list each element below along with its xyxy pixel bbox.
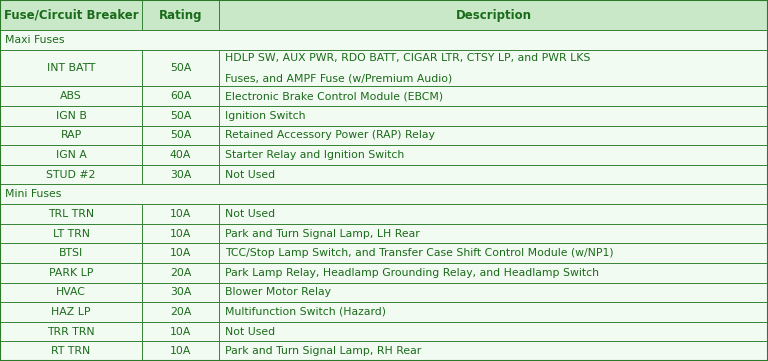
Bar: [142, 243, 219, 263]
Text: 10A: 10A: [170, 346, 191, 356]
Bar: [0, 283, 142, 302]
Text: Starter Relay and Ignition Switch: Starter Relay and Ignition Switch: [225, 150, 404, 160]
Text: RAP: RAP: [61, 130, 81, 140]
Bar: [0, 145, 142, 165]
Bar: [142, 283, 219, 302]
Bar: [0, 302, 142, 322]
Text: 30A: 30A: [170, 170, 191, 180]
Bar: [219, 106, 768, 126]
Text: STUD #2: STUD #2: [46, 170, 96, 180]
Bar: [142, 263, 219, 283]
Text: 10A: 10A: [170, 229, 191, 239]
Text: BTSI: BTSI: [59, 248, 83, 258]
Text: IGN A: IGN A: [55, 150, 87, 160]
Text: 10A: 10A: [170, 327, 191, 336]
Text: Electronic Brake Control Module (EBCM): Electronic Brake Control Module (EBCM): [225, 91, 443, 101]
Bar: [0, 322, 142, 342]
Bar: [142, 106, 219, 126]
Bar: [0, 165, 142, 184]
Bar: [219, 243, 768, 263]
Text: Description: Description: [455, 9, 531, 22]
Bar: [142, 322, 219, 342]
Text: 50A: 50A: [170, 111, 191, 121]
Text: Maxi Fuses: Maxi Fuses: [5, 35, 65, 45]
Bar: [142, 145, 219, 165]
Text: Park and Turn Signal Lamp, RH Rear: Park and Turn Signal Lamp, RH Rear: [225, 346, 422, 356]
Bar: [0, 0, 142, 30]
Text: Multifunction Switch (Hazard): Multifunction Switch (Hazard): [225, 307, 386, 317]
Bar: [0, 184, 768, 204]
Text: RT TRN: RT TRN: [51, 346, 91, 356]
Text: Not Used: Not Used: [225, 170, 275, 180]
Text: INT BATT: INT BATT: [47, 63, 95, 73]
Text: Not Used: Not Used: [225, 327, 275, 336]
Text: PARK LP: PARK LP: [49, 268, 93, 278]
Bar: [0, 204, 142, 224]
Text: Mini Fuses: Mini Fuses: [5, 189, 61, 199]
Bar: [0, 342, 142, 361]
Bar: [219, 263, 768, 283]
Text: Park and Turn Signal Lamp, LH Rear: Park and Turn Signal Lamp, LH Rear: [225, 229, 420, 239]
Text: ABS: ABS: [60, 91, 82, 101]
Text: TCC/Stop Lamp Switch, and Transfer Case Shift Control Module (w/NP1): TCC/Stop Lamp Switch, and Transfer Case …: [225, 248, 614, 258]
Text: 50A: 50A: [170, 63, 191, 73]
Bar: [219, 283, 768, 302]
Bar: [219, 165, 768, 184]
Text: Park Lamp Relay, Headlamp Grounding Relay, and Headlamp Switch: Park Lamp Relay, Headlamp Grounding Rela…: [225, 268, 599, 278]
Text: HVAC: HVAC: [56, 287, 86, 297]
Bar: [219, 0, 768, 30]
Bar: [142, 86, 219, 106]
Bar: [0, 106, 142, 126]
Text: 50A: 50A: [170, 130, 191, 140]
Bar: [219, 50, 768, 86]
Text: 20A: 20A: [170, 268, 191, 278]
Text: HDLP SW, AUX PWR, RDO BATT, CIGAR LTR, CTSY LP, and PWR LKS: HDLP SW, AUX PWR, RDO BATT, CIGAR LTR, C…: [225, 53, 591, 63]
Bar: [0, 263, 142, 283]
Bar: [142, 224, 219, 243]
Bar: [142, 126, 219, 145]
Text: 10A: 10A: [170, 209, 191, 219]
Bar: [219, 224, 768, 243]
Bar: [0, 224, 142, 243]
Bar: [219, 126, 768, 145]
Bar: [0, 126, 142, 145]
Text: Retained Accessory Power (RAP) Relay: Retained Accessory Power (RAP) Relay: [225, 130, 435, 140]
Bar: [142, 50, 219, 86]
Text: TRR TRN: TRR TRN: [47, 327, 95, 336]
Bar: [219, 322, 768, 342]
Text: Not Used: Not Used: [225, 209, 275, 219]
Bar: [142, 165, 219, 184]
Bar: [0, 30, 768, 50]
Text: Blower Motor Relay: Blower Motor Relay: [225, 287, 331, 297]
Text: IGN B: IGN B: [55, 111, 87, 121]
Bar: [0, 243, 142, 263]
Bar: [219, 204, 768, 224]
Text: LT TRN: LT TRN: [52, 229, 90, 239]
Bar: [142, 204, 219, 224]
Text: Fuses, and AMPF Fuse (w/Premium Audio): Fuses, and AMPF Fuse (w/Premium Audio): [225, 73, 452, 83]
Bar: [0, 50, 142, 86]
Bar: [219, 342, 768, 361]
Text: 20A: 20A: [170, 307, 191, 317]
Bar: [0, 86, 142, 106]
Text: 30A: 30A: [170, 287, 191, 297]
Bar: [142, 302, 219, 322]
Text: Rating: Rating: [159, 9, 202, 22]
Bar: [219, 302, 768, 322]
Text: 10A: 10A: [170, 248, 191, 258]
Text: Ignition Switch: Ignition Switch: [225, 111, 306, 121]
Bar: [219, 145, 768, 165]
Bar: [219, 86, 768, 106]
Text: 40A: 40A: [170, 150, 191, 160]
Text: Fuse/Circuit Breaker: Fuse/Circuit Breaker: [4, 9, 138, 22]
Text: HAZ LP: HAZ LP: [51, 307, 91, 317]
Text: TRL TRN: TRL TRN: [48, 209, 94, 219]
Text: 60A: 60A: [170, 91, 191, 101]
Bar: [142, 0, 219, 30]
Bar: [142, 342, 219, 361]
